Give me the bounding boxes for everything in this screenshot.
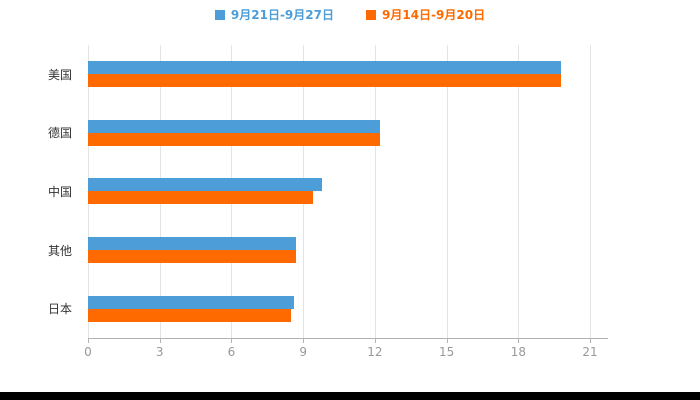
bar-group <box>88 162 608 221</box>
y-axis-category-labels: 美国德国中国其他日本 <box>0 45 80 338</box>
x-axis-tick-label: 18 <box>510 345 526 359</box>
x-axis-tick <box>303 338 305 343</box>
x-axis-tick <box>374 338 376 343</box>
gridline <box>446 45 448 338</box>
x-axis-tick-label: 12 <box>367 345 383 359</box>
x-axis-tick-label: 6 <box>227 345 236 359</box>
legend-label-week2: 9月21日-9月27日 <box>230 8 334 22</box>
bar-orange[interactable] <box>88 74 562 88</box>
x-axis: 0 3 6 9 12 15 18 21 <box>84 338 608 360</box>
bar-group <box>88 221 608 280</box>
x-axis-tick <box>518 338 520 343</box>
legend-item-week2[interactable]: 9月21日-9月27日 <box>214 6 334 23</box>
y-axis-category-label: 德国 <box>47 126 72 141</box>
y-axis-category-label: 中国 <box>47 184 72 199</box>
x-axis-tick <box>88 338 89 343</box>
bar-blue[interactable] <box>88 61 562 75</box>
bar-orange[interactable] <box>88 250 296 264</box>
bar-orange[interactable] <box>88 191 313 205</box>
bar-blue[interactable] <box>88 295 294 309</box>
y-axis-category-label: 其他 <box>47 243 72 258</box>
bar-orange[interactable] <box>88 132 380 146</box>
y-axis-category-label: 美国 <box>47 67 72 82</box>
x-axis-tick-label: 15 <box>438 345 455 359</box>
bar-blue[interactable] <box>88 237 296 251</box>
bar-orange[interactable] <box>88 308 292 322</box>
y-axis-category-label: 日本 <box>47 302 72 317</box>
x-axis-tick-label: 21 <box>582 345 598 359</box>
x-axis-tick <box>446 338 448 343</box>
x-axis-tick <box>159 338 161 343</box>
gridline <box>518 45 520 338</box>
plot-area <box>88 45 608 339</box>
bar-group <box>88 104 608 163</box>
x-axis-tick-label: 0 <box>84 345 92 359</box>
bar-blue[interactable] <box>88 119 380 133</box>
bar-blue[interactable] <box>88 178 323 192</box>
gridline <box>590 45 592 338</box>
legend-label-week1: 9月14日-9月20日 <box>382 8 486 22</box>
x-axis-tick-label: 3 <box>155 345 164 359</box>
chart-legend: 9月21日-9月27日 9月14日-9月20日 <box>0 6 700 23</box>
x-axis-tick <box>590 338 592 343</box>
legend-item-week1[interactable]: 9月14日-9月20日 <box>366 6 485 23</box>
legend-marker-blue-icon <box>214 9 225 20</box>
gridline <box>374 45 376 338</box>
bar-group <box>88 279 608 338</box>
bar-group <box>88 45 608 104</box>
bottom-bar <box>0 392 700 400</box>
x-axis-tick <box>231 338 233 343</box>
legend-marker-orange-icon <box>366 9 376 20</box>
x-axis-tick-label: 9 <box>299 345 307 359</box>
